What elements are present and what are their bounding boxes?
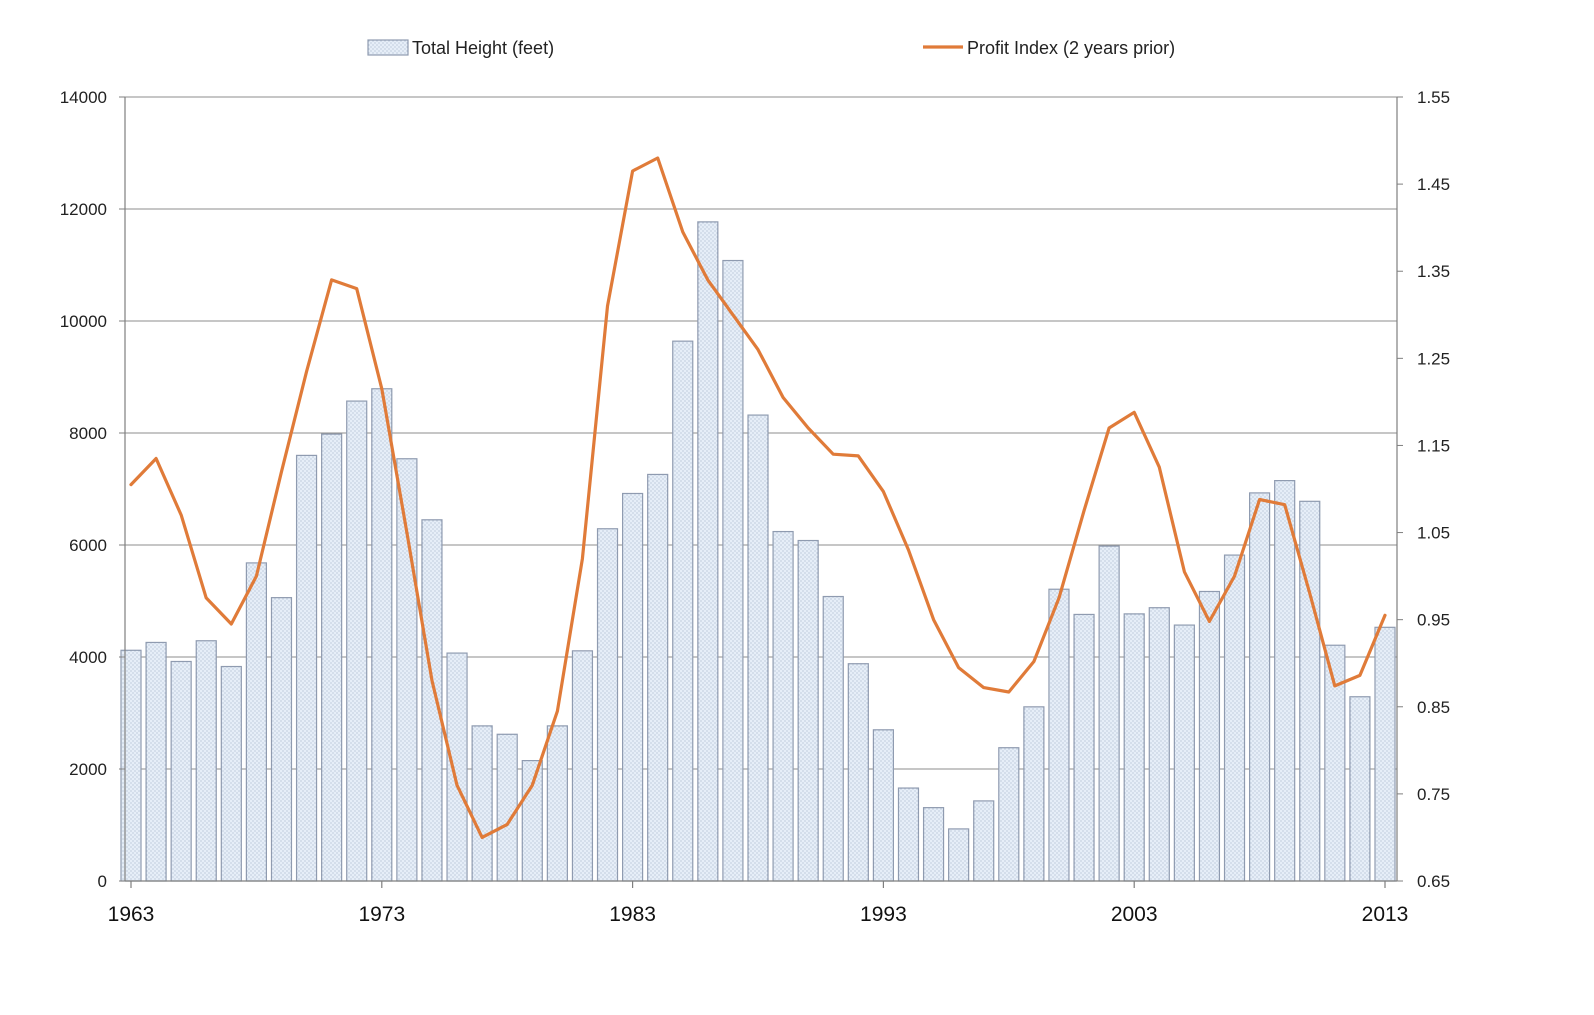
y-left-tick-label: 12000 (60, 200, 107, 219)
y-left-tick-label: 6000 (69, 536, 107, 555)
y-right-tick-label: 1.35 (1417, 262, 1450, 281)
line-series (129, 156, 1387, 840)
bar (948, 828, 970, 882)
bar (471, 725, 493, 882)
bar (596, 528, 619, 882)
bar (647, 473, 669, 882)
bar (421, 519, 443, 882)
bar (772, 530, 794, 882)
bar (847, 663, 869, 882)
bar (998, 747, 1020, 882)
bar-series (120, 221, 1396, 882)
bar (672, 340, 694, 882)
bar (245, 562, 267, 882)
bar (346, 400, 368, 882)
y-left-tick-label: 2000 (69, 760, 107, 779)
bar (822, 595, 844, 882)
bar (1148, 607, 1170, 882)
bar (321, 433, 343, 882)
legend-bar-label: Total Height (feet) (412, 38, 554, 58)
y-left-tick-label: 4000 (69, 648, 107, 667)
bar (270, 597, 293, 882)
x-tick-label: 1973 (358, 903, 405, 926)
bar (371, 388, 393, 882)
bar (195, 640, 217, 882)
bar (496, 733, 518, 882)
y-right-tick-label: 0.75 (1417, 785, 1450, 804)
bar (220, 665, 242, 882)
bar (922, 807, 945, 882)
bar (897, 787, 920, 882)
y-right-tick-label: 0.85 (1417, 698, 1450, 717)
bar (1223, 554, 1246, 882)
bar (797, 539, 819, 882)
bar (145, 641, 167, 882)
x-tick-label: 1963 (108, 903, 155, 926)
bar (973, 800, 995, 882)
legend-line-label: Profit Index (2 years prior) (967, 38, 1175, 58)
x-tick-label: 1983 (609, 903, 656, 926)
x-tick-label: 1993 (860, 903, 907, 926)
bar (1073, 613, 1095, 882)
y-left-tick-label: 14000 (60, 88, 107, 107)
y-right-tick-label: 1.15 (1417, 436, 1450, 455)
y-left-tick-label: 8000 (69, 424, 107, 443)
bar (1349, 696, 1371, 882)
legend-bar-swatch (367, 39, 409, 56)
y-right-tick-label: 0.95 (1417, 611, 1450, 630)
bar (697, 221, 719, 882)
y-right-tick-label: 1.55 (1417, 88, 1450, 107)
bar (1274, 480, 1296, 882)
x-tick-label: 2013 (1362, 903, 1409, 926)
bar (1048, 588, 1070, 882)
bar (621, 492, 644, 882)
y-right-tick-label: 0.65 (1417, 872, 1450, 891)
bar (521, 759, 543, 882)
bar (120, 649, 142, 882)
bar (546, 725, 568, 882)
bar (1023, 706, 1045, 882)
axes: 0 2000 4000 6000 8000 10000 12000 14000 0.65 0.75… (60, 88, 1450, 926)
bar (1374, 626, 1396, 882)
bar (446, 652, 468, 882)
y-right-tick-label: 1.05 (1417, 524, 1450, 543)
bar (1299, 500, 1321, 882)
x-tick-label: 2003 (1111, 903, 1158, 926)
bar (170, 660, 192, 882)
bar (295, 454, 318, 882)
bar (396, 458, 418, 882)
y-right-tick-label: 1.45 (1417, 175, 1450, 194)
y-right-tick-label: 1.25 (1417, 349, 1450, 368)
y-left-tick-label: 10000 (60, 312, 107, 331)
bar (1098, 545, 1120, 882)
bar (722, 259, 744, 882)
legend: Total Height (feet) Profit Index (2 years… (367, 38, 1175, 58)
bar (1198, 590, 1221, 882)
bar (872, 729, 895, 882)
bar (571, 650, 594, 882)
bar (1123, 613, 1145, 882)
bar (1173, 624, 1195, 882)
y-left-tick-label: 0 (98, 872, 107, 891)
bar (1248, 492, 1271, 882)
bar (747, 414, 769, 882)
